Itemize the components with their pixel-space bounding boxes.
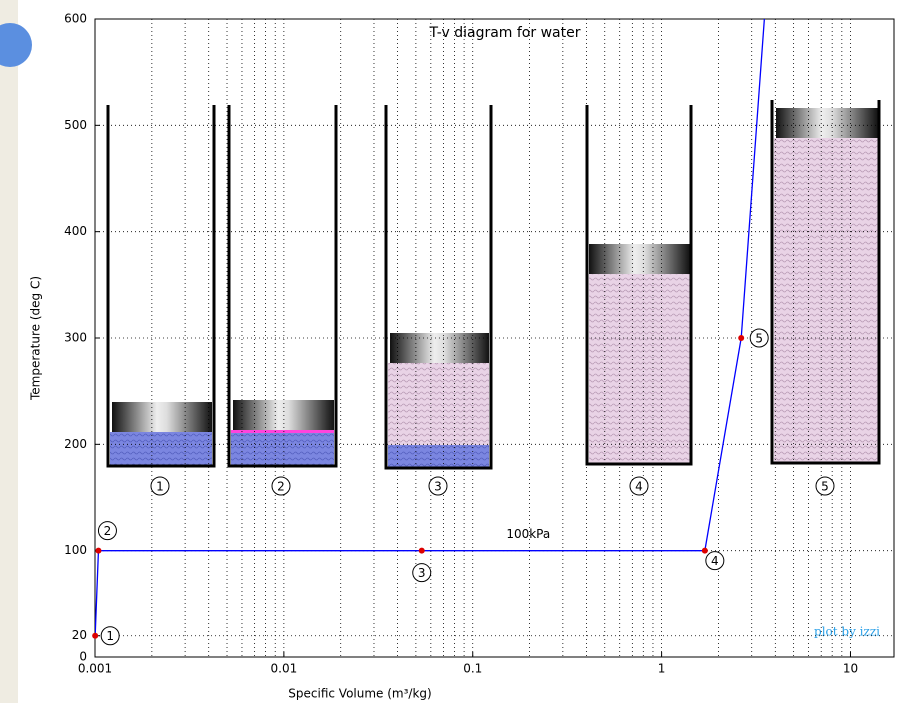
illustration-label: 5 [821, 480, 829, 494]
y-tick-label: 0 [79, 650, 87, 664]
series-name: 100kPa [506, 527, 550, 541]
x-tick-label: 1 [658, 662, 666, 676]
vapor [388, 363, 489, 445]
y-tick-label: 100 [64, 543, 87, 557]
x-tick-label: 0.1 [463, 662, 482, 676]
state-label: 3 [418, 566, 426, 580]
state-label: 4 [711, 554, 719, 568]
liquid [231, 432, 334, 466]
piston [589, 244, 690, 274]
y-tick-label: 200 [64, 437, 87, 451]
illustration-label: 1 [156, 480, 164, 494]
piston [112, 402, 212, 432]
credit: plot by izzi [814, 625, 880, 639]
chart: T-v diagram for water Specific Volume (m… [0, 0, 908, 703]
y-tick-label: 300 [64, 331, 87, 345]
state-label: 2 [104, 524, 112, 538]
page: T-v diagram for water Specific Volume (m… [0, 0, 908, 703]
state-label: 1 [106, 629, 114, 643]
x-tick-label: 0.01 [271, 662, 298, 676]
vapor-layer [231, 430, 334, 433]
y-axis-label: Temperature (deg C) [29, 276, 43, 401]
y-tick-label: 20 [72, 628, 87, 642]
state-point [419, 548, 425, 554]
chart-title: T-v diagram for water [429, 25, 581, 41]
vapor [589, 274, 690, 464]
liquid [110, 432, 212, 466]
illustration-label: 2 [277, 480, 285, 494]
piston [390, 333, 489, 363]
x-tick-label: 0.001 [78, 662, 112, 676]
y-tick-label: 400 [64, 224, 87, 238]
y-tick-label: 500 [64, 118, 87, 132]
illustration-label: 4 [635, 480, 643, 494]
liquid [388, 445, 489, 468]
state-point [95, 548, 101, 554]
x-tick-label: 10 [843, 662, 858, 676]
x-axis-label: Specific Volume (m³/kg) [288, 687, 431, 701]
state-label: 5 [755, 332, 763, 346]
piston [776, 108, 878, 138]
state-point [702, 548, 708, 554]
state-point [92, 633, 98, 639]
vapor [774, 138, 878, 463]
state-point [738, 335, 744, 341]
y-tick-label: 600 [64, 12, 87, 26]
illustration-label: 3 [434, 480, 442, 494]
